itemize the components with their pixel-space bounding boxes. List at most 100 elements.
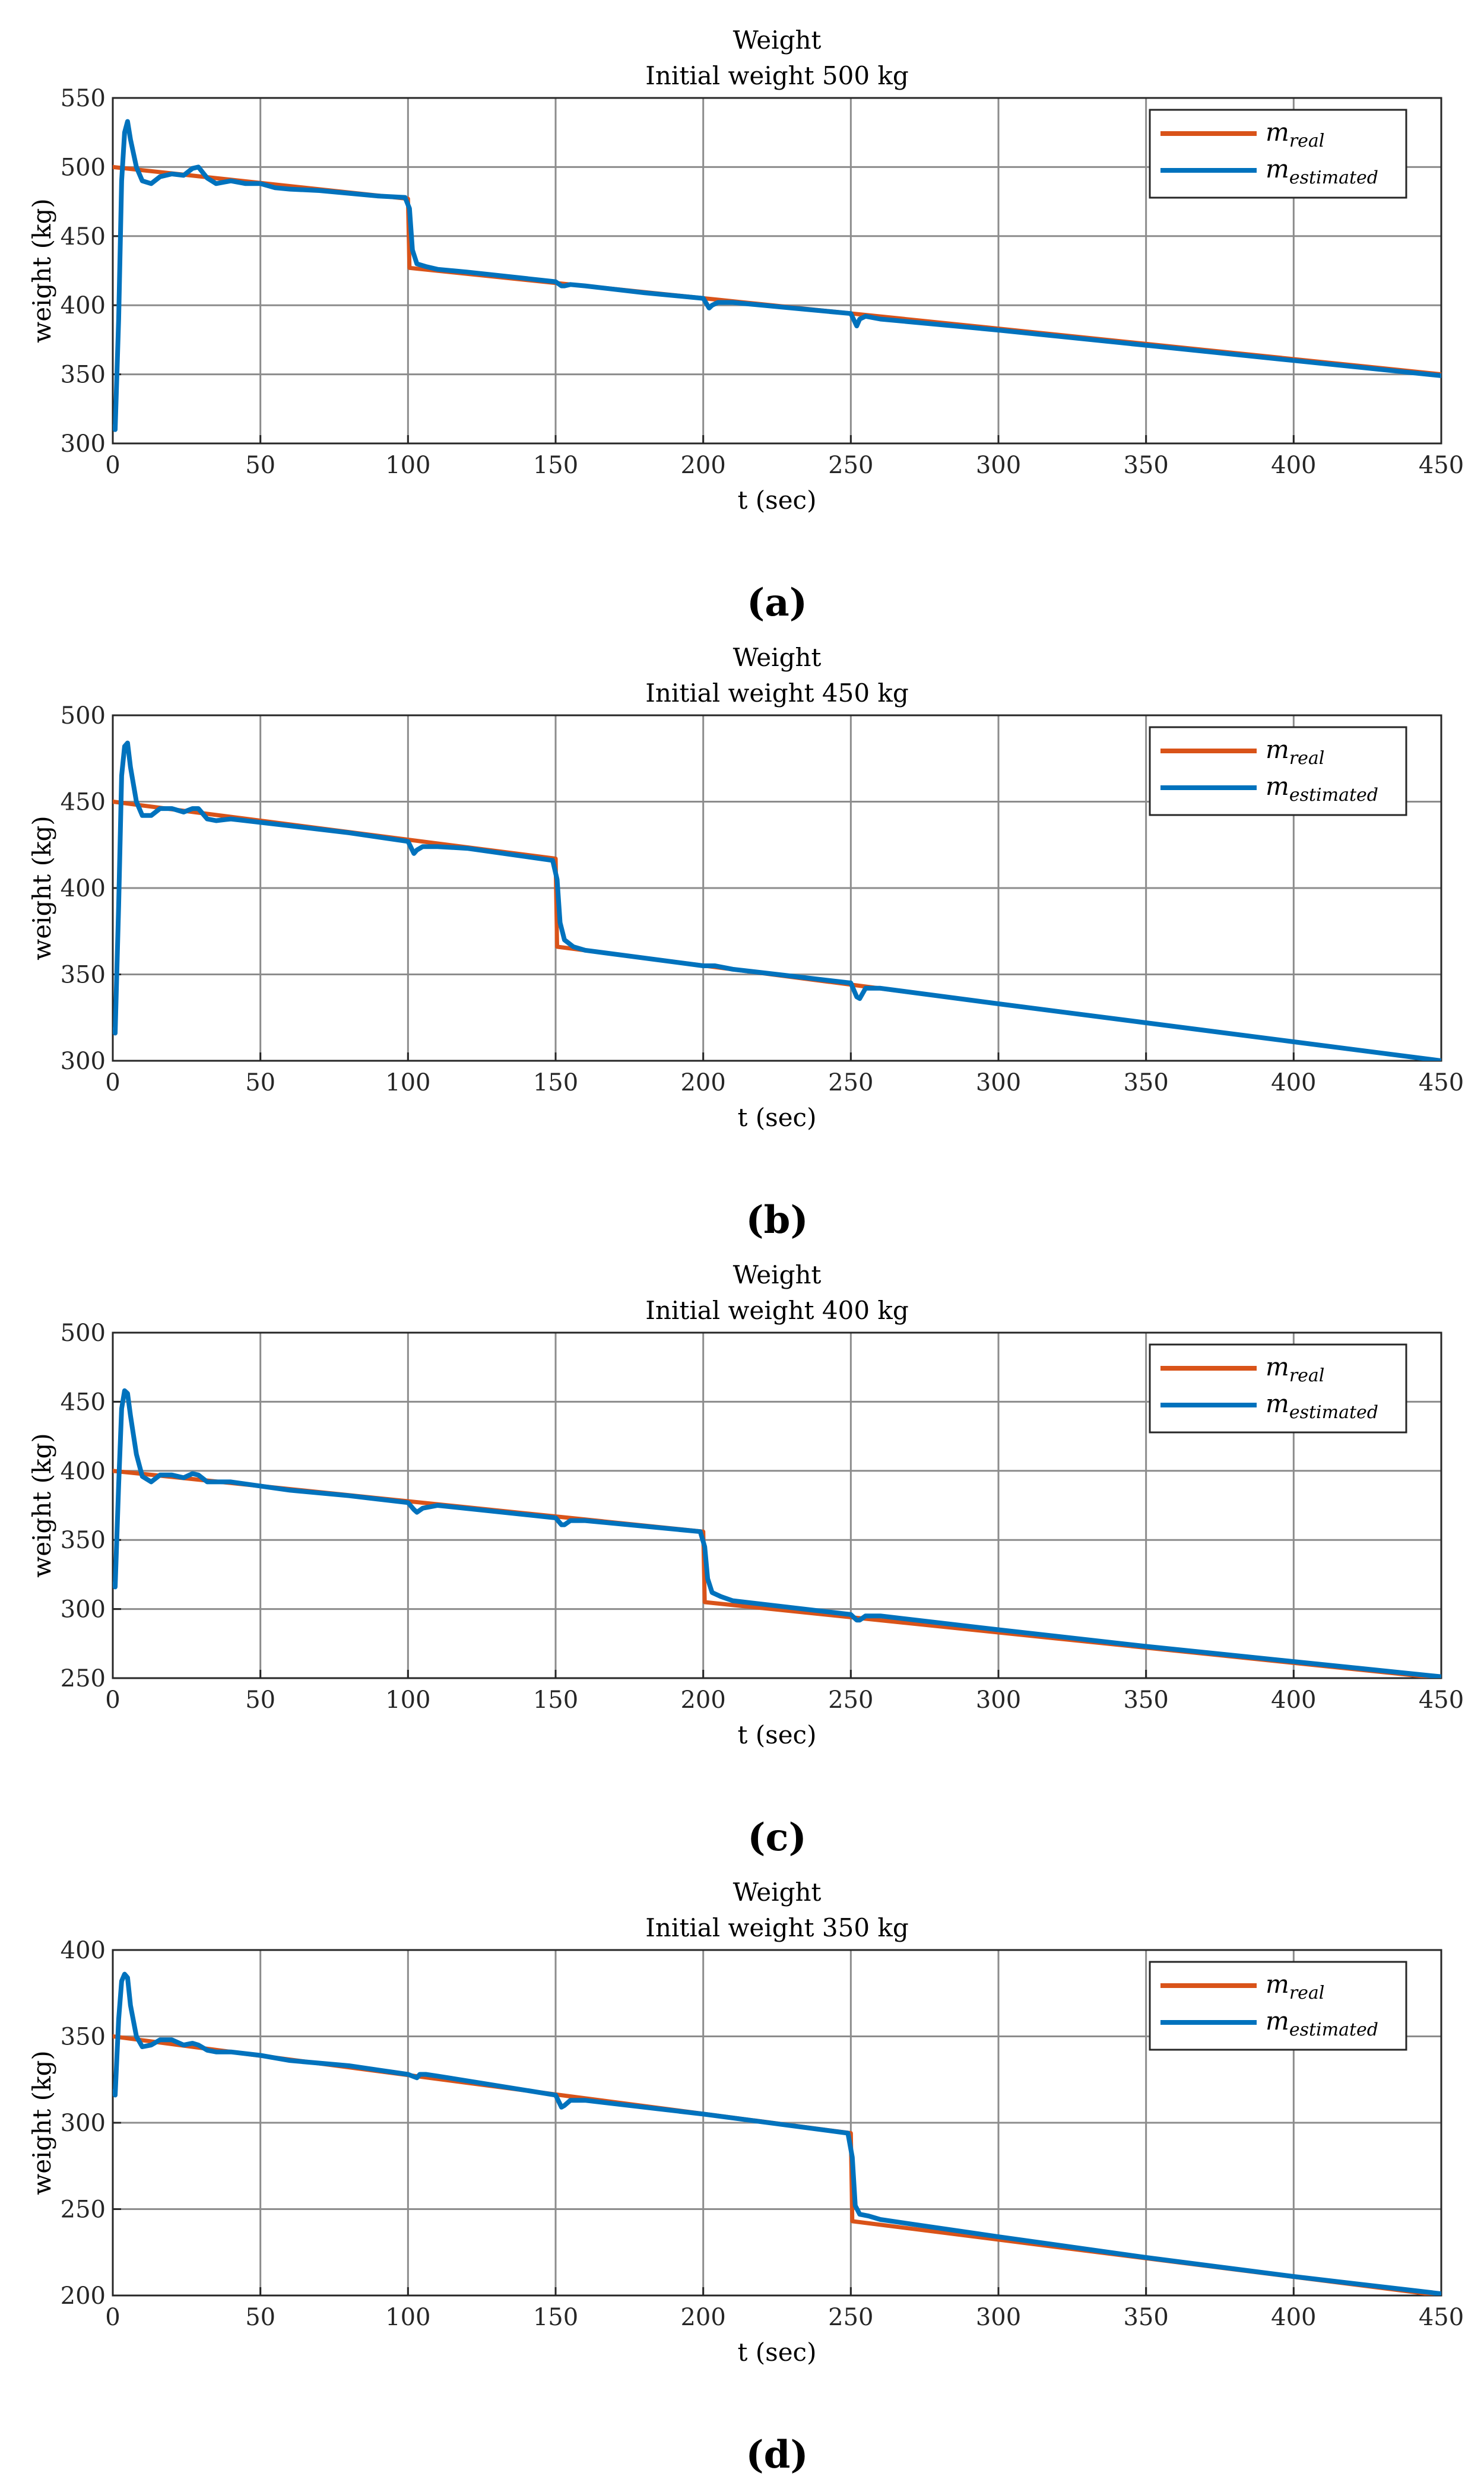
x-tick-label: 400	[1271, 1069, 1316, 1096]
chart-panel-3: Weight Initial weight 400 kg 0 50 100 150 200 2…	[27, 1260, 1464, 1860]
x-tick-label: 50	[245, 452, 275, 479]
x-tick-label: 300	[976, 1686, 1021, 1714]
chart-panel-2: Weight Initial weight 450 kg 0 50 100 150 200 2…	[27, 643, 1464, 1242]
x-tick-label: 200	[680, 2304, 725, 2331]
y-tick-label: 200	[61, 2282, 106, 2310]
y-tick-label: 550	[61, 85, 106, 112]
chart-subtitle: Initial weight 450 kg	[645, 678, 908, 708]
legend-entry-real-subscript: real	[1289, 748, 1325, 769]
series-line-m-estimated	[113, 740, 1441, 1061]
series-line-m-estimated	[113, 1971, 1441, 2295]
y-axis-label: weight (kg)	[27, 816, 56, 960]
x-tick-label: 300	[976, 1069, 1021, 1096]
x-axis-label: t (sec)	[738, 1103, 817, 1132]
x-axis-label: t (sec)	[738, 2338, 817, 2367]
legend-box	[1149, 726, 1407, 816]
y-tick-label: 500	[61, 702, 106, 730]
x-axis-label: t (sec)	[738, 486, 817, 515]
x-tick-label: 150	[533, 452, 578, 479]
legend-entry-estimated-label: mestimated	[1266, 154, 1378, 188]
x-tick-label: 350	[1123, 1069, 1168, 1096]
x-tick-label: 50	[245, 1069, 275, 1096]
x-tick-label: 0	[105, 2304, 120, 2331]
y-tick-label: 350	[61, 962, 106, 989]
chart-title: Weight	[733, 26, 822, 55]
legend-entry-estimated-symbol: m	[1266, 1389, 1289, 1418]
x-tick-label: 350	[1123, 452, 1168, 479]
x-tick-label: 200	[680, 1686, 725, 1714]
x-tick-label: 0	[105, 1686, 120, 1714]
y-tick-label: 350	[61, 1527, 106, 1554]
x-tick-label: 450	[1419, 452, 1464, 479]
legend-entry-real-label: mreal	[1266, 1970, 1324, 2003]
x-tick-label: 350	[1123, 1686, 1168, 1714]
plot-frame	[112, 1331, 1442, 1679]
legend-entry-estimated-subscript: estimated	[1289, 785, 1378, 806]
x-axis-label: t (sec)	[738, 1720, 817, 1749]
y-axis-label: weight (kg)	[27, 1433, 56, 1578]
legend-entry-real-subscript: real	[1289, 131, 1325, 151]
legend-entry-estimated-label: mestimated	[1266, 1389, 1378, 1423]
chart-panel-1: Weight Initial weight 500 kg 0 50 100 150 200 2…	[27, 26, 1464, 625]
x-tick-label: 250	[828, 2304, 873, 2331]
x-tick-label: 400	[1271, 452, 1316, 479]
plot-frame	[112, 97, 1442, 445]
chart-title: Weight	[733, 643, 822, 672]
x-tick-label: 100	[385, 1069, 430, 1096]
y-tick-label: 300	[61, 1596, 106, 1624]
y-tick-label: 500	[61, 154, 106, 181]
legend-entry-real-label: mreal	[1266, 735, 1324, 769]
x-tick-label: 200	[680, 452, 725, 479]
legend-entry-estimated-subscript: estimated	[1289, 1402, 1378, 1423]
legend-entry-estimated-symbol: m	[1266, 772, 1289, 801]
x-tick-label: 300	[976, 2304, 1021, 2331]
x-tick-label: 300	[976, 452, 1021, 479]
legend-entry-real-subscript: real	[1289, 1983, 1325, 2003]
x-tick-label: 150	[533, 1069, 578, 1096]
legend-entry-estimated-label: mestimated	[1266, 772, 1378, 806]
legend-entry-estimated-label: mestimated	[1266, 2006, 1378, 2040]
x-tick-label: 0	[105, 1069, 120, 1096]
x-tick-label: 450	[1419, 1686, 1464, 1714]
series-line-m-estimated	[113, 119, 1441, 432]
y-tick-label: 400	[61, 875, 106, 902]
y-tick-label: 300	[61, 430, 106, 458]
x-tick-label: 150	[533, 1686, 578, 1714]
x-tick-label: 200	[680, 1069, 725, 1096]
legend-entry-real-symbol: m	[1266, 118, 1289, 147]
y-tick-label: 250	[61, 2196, 106, 2224]
legend-entry-real-symbol: m	[1266, 735, 1289, 764]
x-tick-label: 100	[385, 1686, 430, 1714]
y-tick-label: 350	[61, 2024, 106, 2051]
chart-subtitle: Initial weight 400 kg	[645, 1296, 908, 1325]
y-axis-label: weight (kg)	[27, 198, 56, 343]
y-tick-label: 450	[61, 1388, 106, 1416]
x-tick-label: 50	[245, 2304, 275, 2331]
y-tick-label: 500	[61, 1320, 106, 1347]
panel-label: (a)	[747, 581, 807, 625]
x-tick-label: 450	[1419, 1069, 1464, 1096]
legend-box	[1149, 109, 1407, 199]
x-tick-label: 150	[533, 2304, 578, 2331]
y-tick-label: 450	[61, 223, 106, 251]
chart-subtitle: Initial weight 350 kg	[645, 1913, 908, 1942]
y-tick-label: 400	[61, 1458, 106, 1485]
x-tick-label: 400	[1271, 2304, 1316, 2331]
x-tick-label: 250	[828, 452, 873, 479]
y-axis-label: weight (kg)	[27, 2050, 56, 2195]
legend-entry-estimated-subscript: estimated	[1289, 2019, 1378, 2040]
chart-title: Weight	[733, 1878, 822, 1907]
legend-entry-estimated-symbol: m	[1266, 154, 1289, 183]
y-tick-label: 400	[61, 292, 106, 319]
legend-entry-real-symbol: m	[1266, 1970, 1289, 1999]
chart-subtitle: Initial weight 500 kg	[645, 61, 908, 90]
legend-entry-estimated-subscript: estimated	[1289, 167, 1378, 188]
legend-box	[1149, 1343, 1407, 1434]
x-tick-label: 400	[1271, 1686, 1316, 1714]
series-line-m-estimated	[113, 1388, 1441, 1678]
